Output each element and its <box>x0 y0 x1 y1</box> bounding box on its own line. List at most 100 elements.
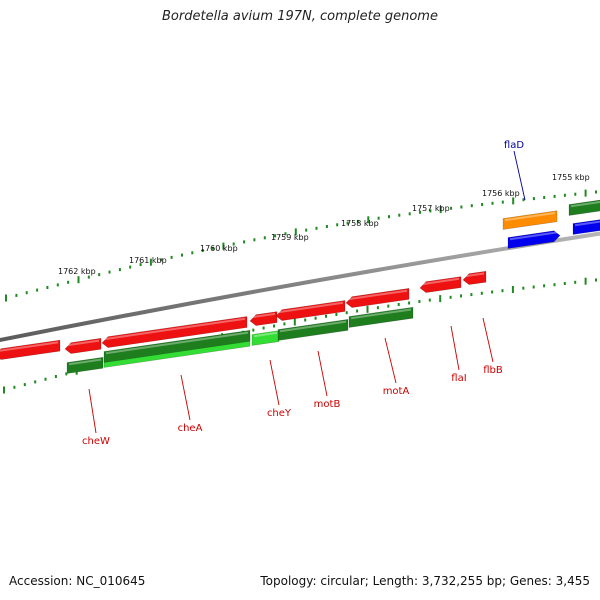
gene-red <box>462 270 487 285</box>
inner-tick <box>480 291 483 295</box>
outer-tick <box>253 238 256 242</box>
gene-label-line <box>180 374 191 421</box>
outer-tick <box>46 286 49 289</box>
genome-summary-text: Topology: circular; Length: 3,732,255 bp… <box>260 574 590 588</box>
outer-tick <box>377 216 380 220</box>
outer-tick <box>450 206 453 210</box>
inner-tick <box>574 280 577 284</box>
gene-label-line <box>317 350 328 397</box>
outer-tick <box>170 255 173 259</box>
gene-features <box>0 199 600 374</box>
outer-tick <box>284 232 287 236</box>
accession-text: Accession: NC_010645 <box>9 574 146 588</box>
inner-tick <box>543 284 546 288</box>
gene-label-line <box>88 388 97 434</box>
inner-tick <box>397 303 400 306</box>
gene-red-highlight <box>421 277 460 286</box>
tick-label: 1760 kbp <box>200 244 238 253</box>
inner-tick <box>23 383 26 387</box>
gene-red-highlight <box>0 341 59 352</box>
outer-tick <box>181 253 183 257</box>
outer-tick <box>305 228 308 232</box>
gene-dark-green <box>348 306 414 328</box>
outer-tick <box>67 280 70 284</box>
inner-tick <box>283 322 286 326</box>
outer-tick <box>222 242 225 250</box>
outer-tick <box>108 270 111 274</box>
outer-tick <box>149 258 152 266</box>
inner-tick <box>376 306 379 310</box>
inner-tick <box>13 385 16 389</box>
outer-tick <box>274 234 277 238</box>
inner-tick <box>428 298 431 302</box>
inner-tick <box>418 300 421 303</box>
outer-tick <box>336 223 339 227</box>
gene-dark-green-highlight <box>350 308 412 320</box>
outer-tick <box>522 198 525 202</box>
gene-red-highlight <box>66 339 100 347</box>
tick-label: 1756 kbp <box>482 189 520 198</box>
inner-tick <box>553 283 556 287</box>
outer-tick <box>129 265 132 269</box>
outer-tick <box>419 210 421 214</box>
gene-dark-green <box>277 319 349 341</box>
outer-tick <box>25 291 28 295</box>
inner-tick <box>532 285 535 289</box>
map-title: Bordetella avium 197N, complete genome <box>162 9 438 24</box>
inner-tick <box>595 278 597 282</box>
outer-tick <box>15 293 18 297</box>
gene-red-highlight <box>251 312 276 319</box>
outer-tick <box>439 206 442 214</box>
tick-label: 1762 kbp <box>58 267 96 276</box>
outer-tick <box>243 240 246 244</box>
inner-tick <box>44 377 47 381</box>
outer-tick <box>512 197 515 205</box>
gene-label-line <box>269 359 280 406</box>
gene-red <box>64 337 102 354</box>
gene-red-highlight <box>103 317 246 341</box>
outer-tick <box>532 197 535 201</box>
outer-tick <box>201 249 204 252</box>
outer-tick <box>356 219 359 223</box>
outer-tick <box>491 201 494 205</box>
gene-dark-green <box>66 356 104 374</box>
outer-tick <box>232 242 235 246</box>
inner-tick <box>34 380 37 384</box>
inner-tick <box>387 304 390 308</box>
outer-tick <box>408 212 411 216</box>
gene-label-cheY: cheY <box>267 408 292 419</box>
gene-light-green <box>251 330 280 346</box>
inner-tick <box>563 282 566 285</box>
gene-red <box>345 288 410 308</box>
gene-labels: cheW cheA cheY motB motA flaI flbB flaD <box>82 140 524 447</box>
inner-tick <box>501 289 504 293</box>
inner-tick <box>356 309 359 313</box>
gene-red-highlight <box>347 289 408 301</box>
outer-tick <box>325 225 328 228</box>
gene-label-line <box>513 150 526 201</box>
gene-label-flaD: flaD <box>504 140 524 151</box>
gene-red <box>419 276 462 293</box>
outer-tick <box>212 246 214 250</box>
outer-tick <box>367 216 370 224</box>
inner-tick <box>584 277 587 285</box>
gene-dark-green-highlight <box>279 320 347 333</box>
outer-tick <box>481 203 484 206</box>
inner-tick <box>522 286 525 290</box>
gene-label-line <box>450 325 460 371</box>
outer-tick <box>470 204 473 208</box>
outer-tick <box>263 236 266 240</box>
gene-dark-green-highlight <box>105 331 249 355</box>
outer-tick <box>139 263 142 267</box>
outer-tick <box>429 209 432 213</box>
gene-label-lines <box>88 150 526 434</box>
inner-tick <box>325 314 327 318</box>
inner-tick <box>491 290 494 294</box>
outer-tick <box>56 283 59 287</box>
inner-tick <box>273 324 275 328</box>
outer-tick <box>87 275 90 279</box>
outer-tick <box>294 228 297 236</box>
tick-label: 1758 kbp <box>341 219 379 228</box>
inner-tick <box>252 328 255 332</box>
gene-red <box>249 311 278 326</box>
